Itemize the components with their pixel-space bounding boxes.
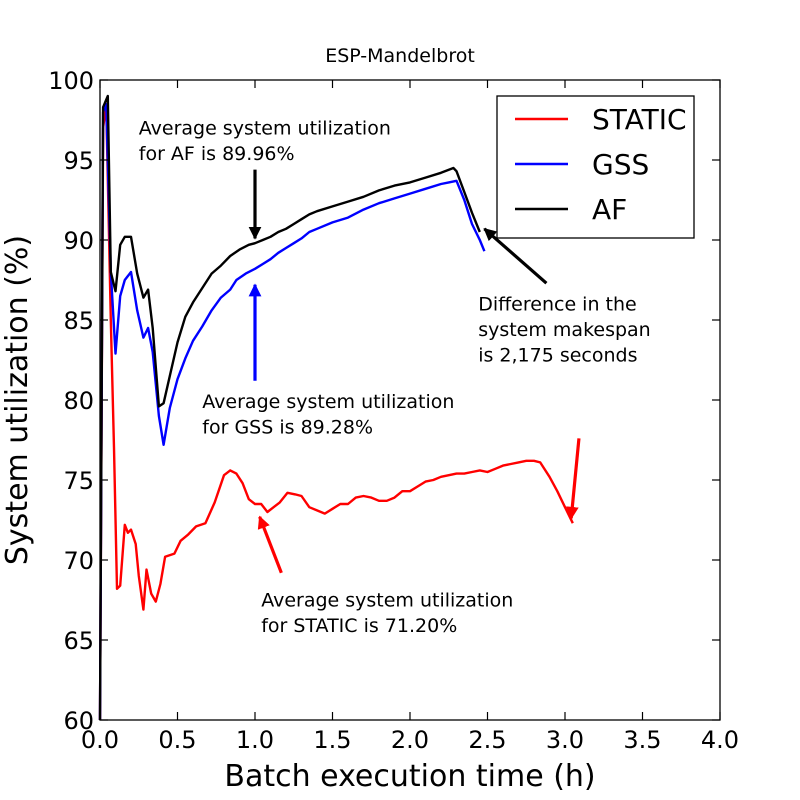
x-tick-label: 2.0 [391, 726, 429, 754]
x-tick-label: 1.0 [236, 726, 274, 754]
annotation-af-text: Average system utilization for AF is 89.9… [139, 117, 391, 165]
annotation-makespan-red-arrow [565, 438, 581, 520]
y-tick-label: 70 [63, 547, 94, 575]
y-tick-label: 75 [63, 467, 94, 495]
tick-layer: 0.0 0.5 1.0 1.5 2.0 2.5 3.0 3.5 4.0 60 65 70 75 80 85 9… [48, 67, 739, 754]
annotation-layer: Average system utilization for AF is 89.9… [139, 117, 651, 637]
annotation-static-text: Average system utilization for STATIC is … [261, 589, 513, 637]
annotation-gss-text: Average system utilization for GSS is 89.… [202, 391, 454, 439]
y-tick-label: 90 [63, 227, 94, 255]
x-tick-label: 0.5 [158, 726, 196, 754]
series-line-af [98, 94, 481, 721]
x-tick-label: 3.0 [546, 726, 584, 754]
series-layer [98, 94, 574, 721]
annotation-makespan-arrow [483, 227, 548, 285]
y-tick-label: 80 [63, 387, 94, 415]
x-tick-label: 3.5 [623, 726, 661, 754]
y-tick-label: 100 [48, 67, 94, 95]
y-tick-label: 65 [63, 627, 94, 655]
x-tick-label: 2.5 [468, 726, 506, 754]
series-line-gss [98, 102, 486, 721]
legend-label-static: STATIC [592, 103, 687, 136]
chart-title: ESP-Mandelbrot [325, 45, 475, 67]
annotation-static-arrow [257, 515, 283, 574]
legend-label-gss: GSS [592, 148, 649, 181]
x-tick-label: 4.0 [701, 726, 739, 754]
x-tick-label: 1.5 [313, 726, 351, 754]
y-axis-label: System utilization (%) [0, 235, 35, 565]
legend: STATIC GSS AF [496, 95, 695, 239]
y-tick-label: 95 [63, 147, 94, 175]
y-tick-label: 85 [63, 307, 94, 335]
annotation-makespan-text: Difference in the system makespan is 2,175… [478, 293, 651, 366]
legend-label-af: AF [592, 193, 627, 226]
series-line-static [98, 102, 574, 721]
x-axis-label: Batch execution time (h) [224, 759, 595, 794]
y-tick-label: 60 [63, 707, 94, 735]
x-tick-label: 0.0 [81, 726, 119, 754]
